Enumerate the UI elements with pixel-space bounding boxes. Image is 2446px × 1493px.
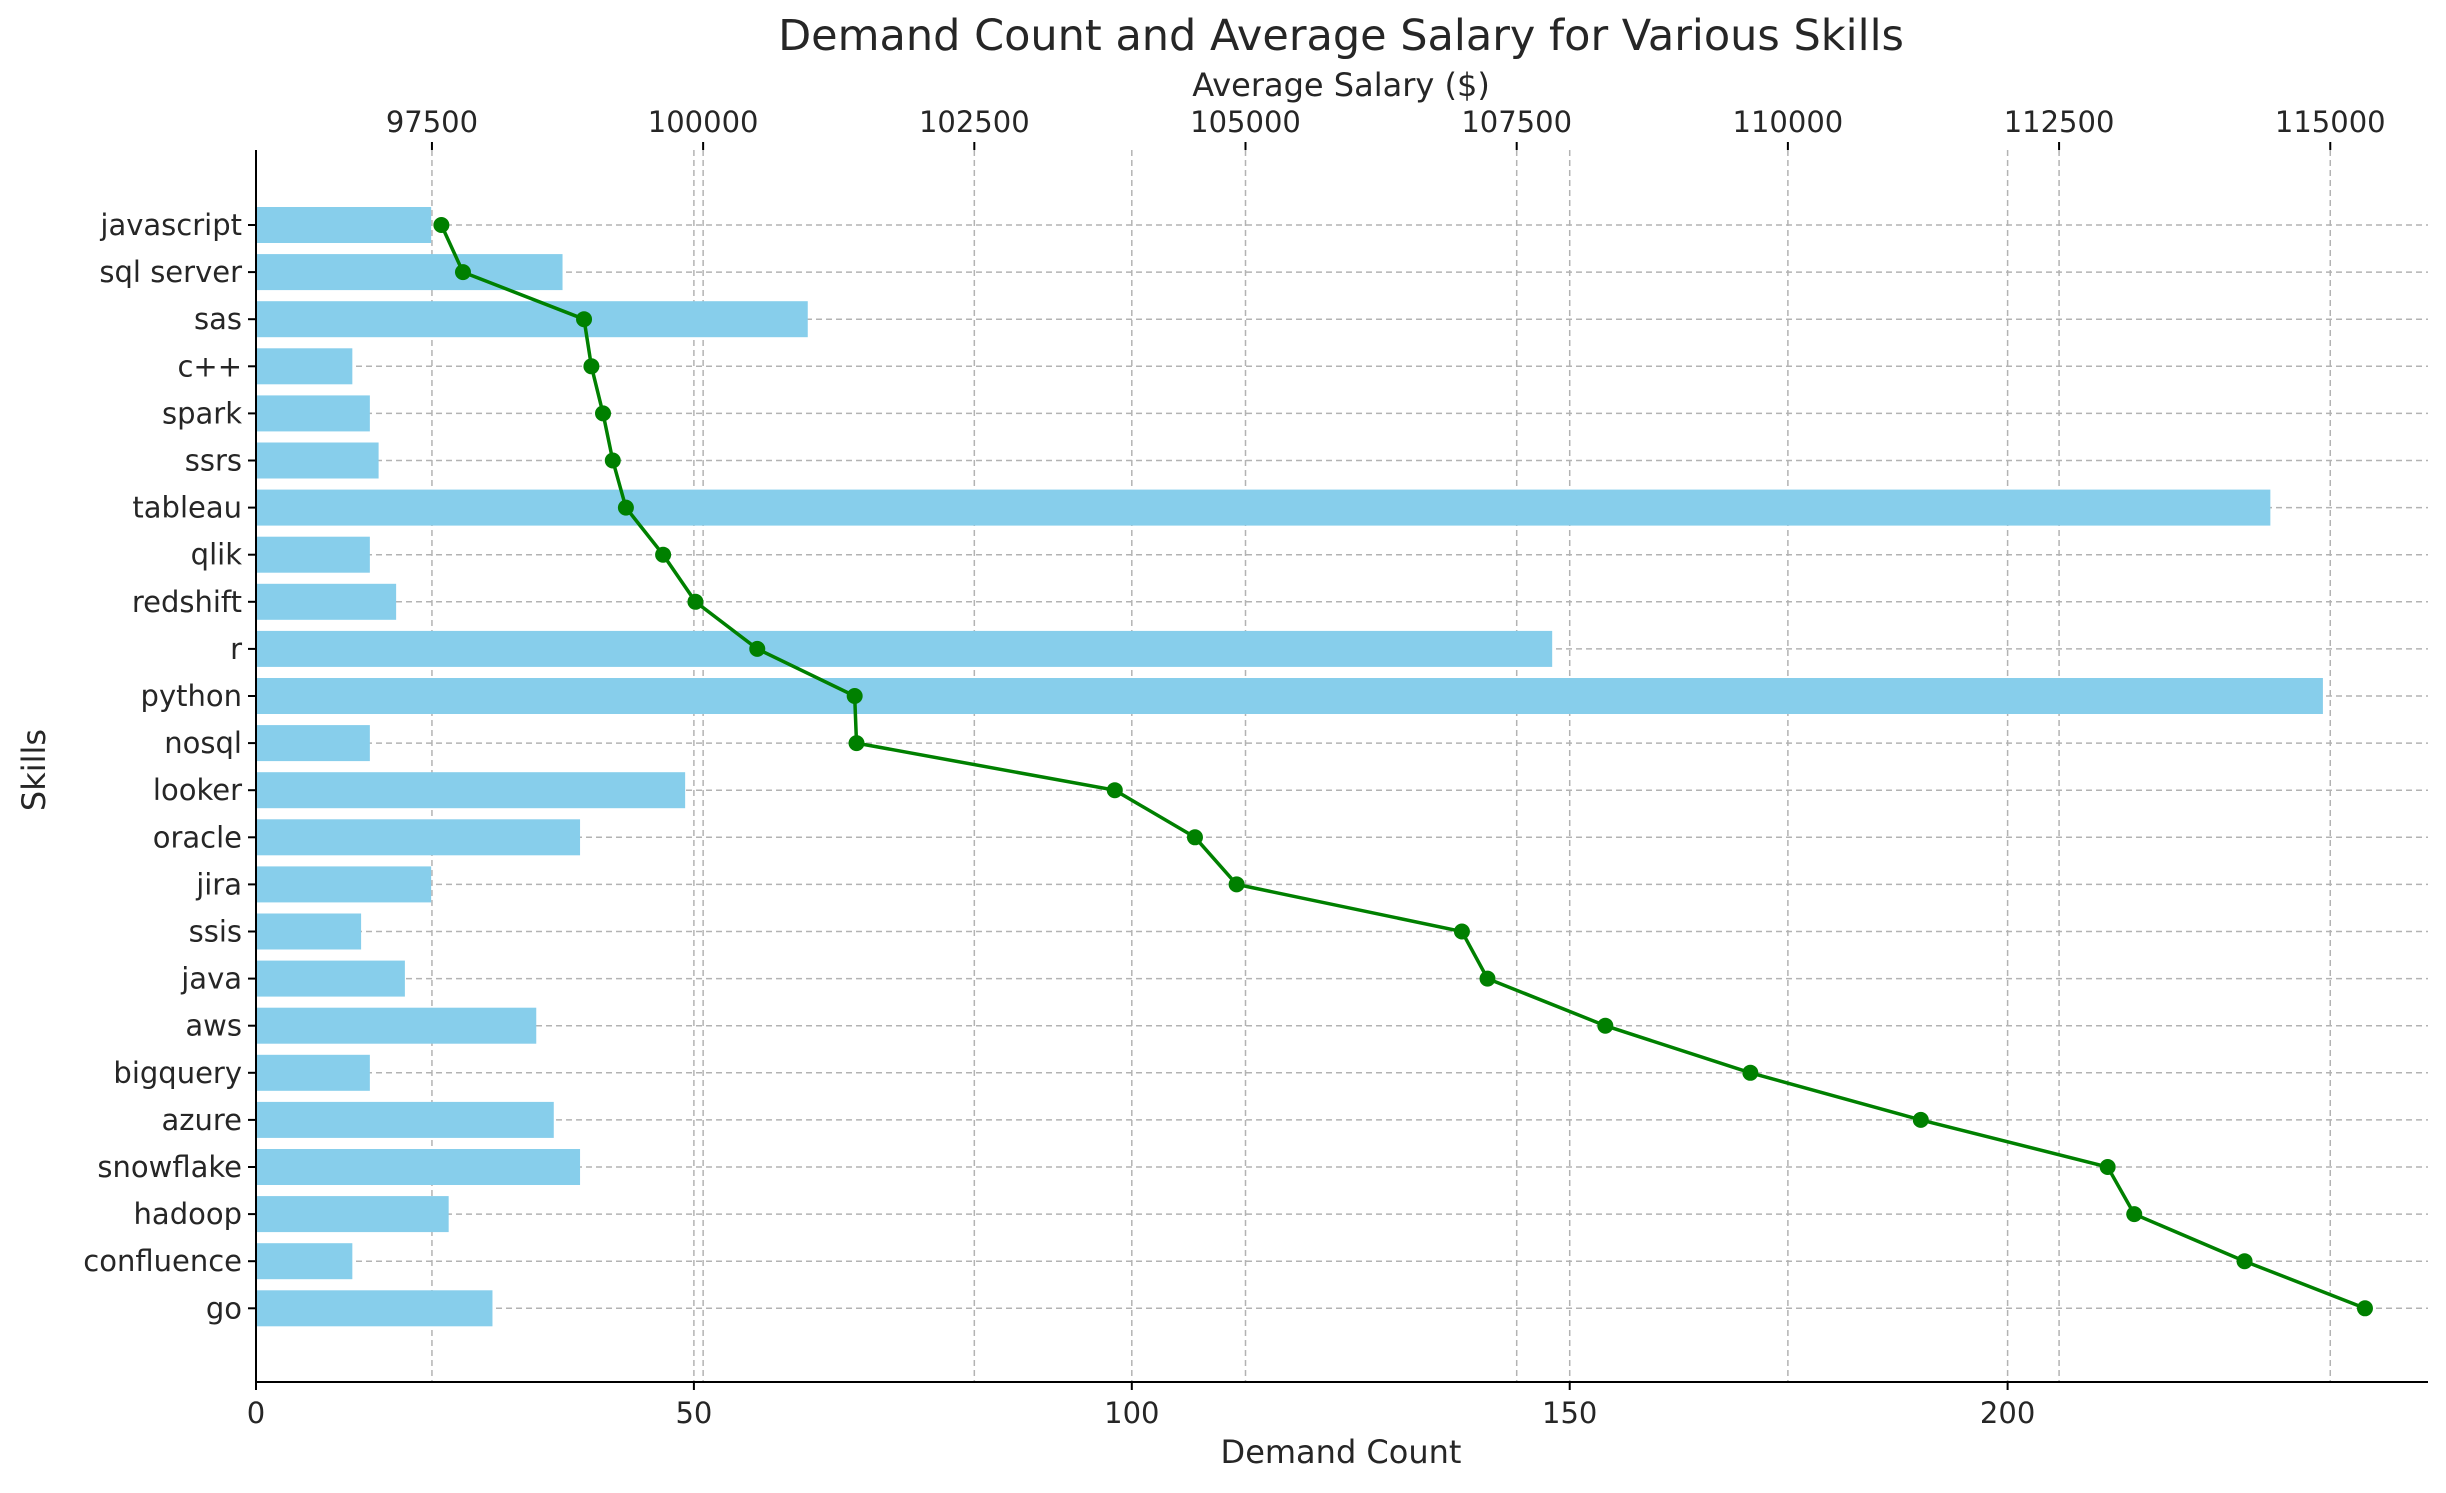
bar-layer [256,207,2323,1327]
top-axis-title: Average Salary ($) [1192,66,1490,104]
salary-point-oracle [1186,829,1203,846]
y-tick-label: jira [195,867,242,901]
x-top-tick-label: 110000 [1733,105,1844,139]
bar-bigquery [256,1054,370,1091]
salary-point-confluence [2236,1253,2253,1270]
salary-point-looker [1106,782,1123,799]
y-tick-label: bigquery [113,1056,242,1090]
x-top-tick-label: 97500 [386,105,478,139]
bar-sql-server [256,254,563,291]
x-bottom-tick-label: 0 [247,1396,265,1430]
line-layer [433,217,2373,1317]
x-bottom-tick-label: 200 [1980,1396,2035,1430]
salary-point-snowflake [2099,1159,2116,1175]
bar-aws [256,1007,537,1044]
bar-confluence [256,1243,353,1280]
y-tick-label: qlik [191,538,243,572]
bar-java [256,960,405,997]
y-tick-label: java [180,962,242,996]
y-tick-label: ssrs [185,444,242,478]
y-tick-label: sql server [99,255,242,289]
y-tick-label: ssis [189,915,242,949]
bar-qlik [256,536,370,573]
salary-point-ssrs [604,452,621,469]
y-tick-label: hadoop [134,1197,242,1231]
y-tick-label: aws [185,1009,242,1043]
y-tick-label: go [206,1291,242,1325]
x-top-tick-label: 105000 [1190,105,1301,139]
x-bottom-tick-label: 150 [1542,1396,1597,1430]
salary-point-nosql [848,735,865,752]
salary-point-c- [583,358,600,375]
bar-azure [256,1101,554,1138]
salary-point-redshift [687,593,704,610]
x-top-tick-label: 100000 [648,105,759,139]
bar-redshift [256,583,397,620]
x-top-tick-label: 107500 [1461,105,1572,139]
bar-javascript [256,207,432,243]
y-tick-label: azure [161,1103,242,1137]
y-tick-label: sas [194,302,242,336]
y-tick-label: python [141,679,242,713]
salary-point-hadoop [2126,1206,2143,1223]
bar-sas [256,301,808,338]
bar-go [256,1290,493,1327]
salary-point-azure [1912,1111,1929,1128]
salary-line [439,224,2366,1310]
axis-layer: javascript sql server sas c++ spark ssrs table… [83,105,2428,1430]
y-tick-label: snowflake [97,1150,242,1184]
bar-hadoop [256,1196,449,1233]
bar-looker [256,772,686,809]
y-tick-label: confluence [83,1244,242,1278]
x-bottom-tick-label: 100 [1104,1396,1159,1430]
x-top-tick-label: 112500 [2004,105,2115,139]
x-top-tick-label: 102500 [919,105,1030,139]
y-axis-title: Skills [15,729,53,811]
y-tick-label: tableau [132,491,242,525]
salary-point-sas [576,311,593,328]
y-tick-label: nosql [164,726,242,760]
bar-spark [256,395,370,432]
y-tick-label: redshift [132,585,242,619]
y-tick-label: oracle [153,820,242,854]
bar-jira [256,866,432,903]
bar-r [256,630,1553,667]
salary-point-ssis [1453,923,1470,940]
salary-point-java [1479,970,1496,987]
chart-title: Demand Count and Average Salary for Vari… [778,11,1904,61]
bar-c- [256,348,353,385]
salary-point-jira [1228,876,1245,893]
x-top-tick-label: 115000 [2275,105,2386,139]
bar-python [256,678,2323,714]
salary-point-spark [595,405,612,422]
salary-point-javascript [433,217,450,233]
salary-point-r [749,640,766,657]
bar-nosql [256,725,370,762]
bar-oracle [256,819,581,856]
bottom-axis-title: Demand Count [1221,1433,1462,1471]
x-bottom-tick-label: 50 [675,1396,712,1430]
bar-tableau [256,489,2271,526]
salary-point-go [2356,1300,2373,1317]
y-tick-label: c++ [177,349,242,383]
salary-point-bigquery [1742,1064,1759,1081]
bar-ssis [256,913,362,950]
y-tick-label: looker [153,773,242,807]
bar-ssrs [256,442,379,479]
salary-point-sql-server [454,264,471,281]
salary-point-qlik [655,546,672,563]
y-tick-label: spark [162,396,242,430]
y-tick-label: r [230,632,242,666]
salary-point-aws [1597,1017,1614,1034]
y-tick-label: javascript [99,208,242,242]
salary-point-tableau [617,499,634,516]
bar-snowflake [256,1149,581,1185]
salary-point-python [846,688,863,704]
